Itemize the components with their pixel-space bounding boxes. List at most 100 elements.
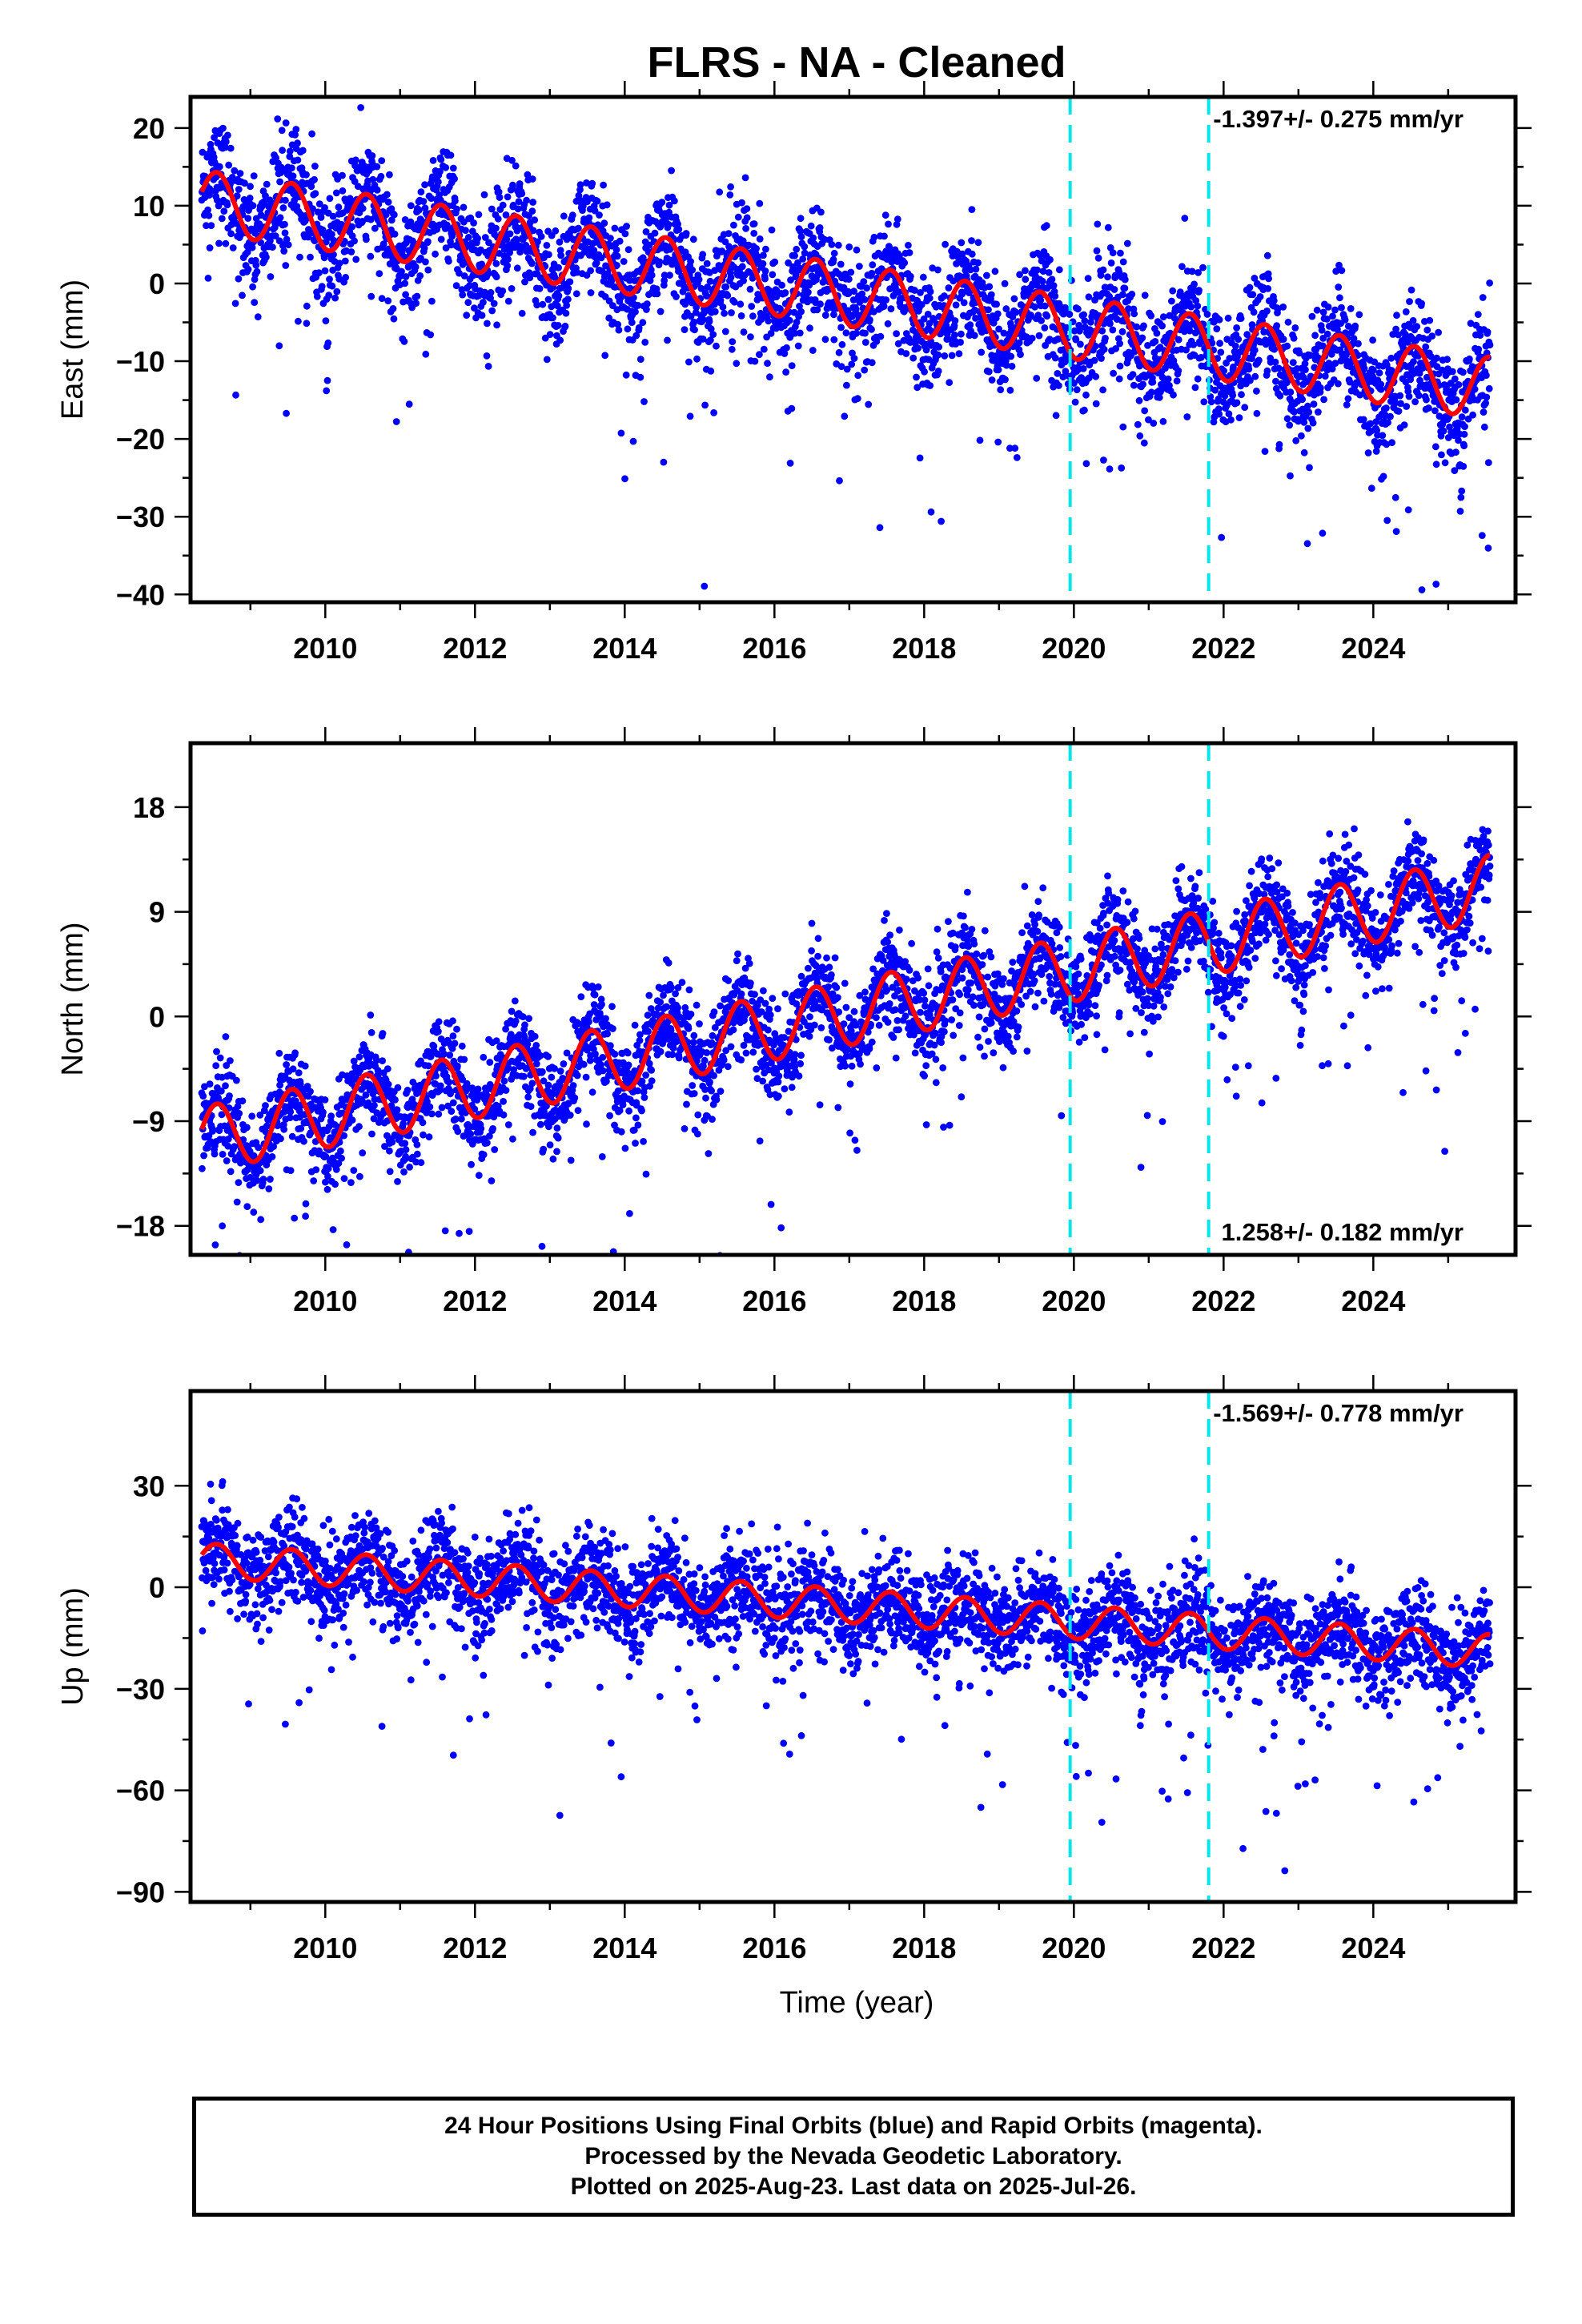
data-point <box>302 1200 310 1208</box>
data-point <box>215 163 223 171</box>
data-point <box>518 190 526 198</box>
data-point <box>927 508 935 516</box>
data-point <box>1418 300 1425 308</box>
data-point <box>225 161 233 169</box>
data-point <box>412 300 420 307</box>
data-point <box>486 1059 494 1066</box>
data-point <box>1080 311 1087 319</box>
data-point <box>322 1152 330 1160</box>
data-point <box>1162 364 1169 372</box>
y-tick-label: −30 <box>116 501 165 533</box>
data-point <box>484 1139 491 1147</box>
data-point <box>524 171 532 179</box>
data-point <box>1370 366 1377 374</box>
data-point <box>485 239 492 247</box>
data-point <box>1384 419 1391 426</box>
data-point <box>369 175 377 183</box>
data-point <box>219 1222 227 1230</box>
data-point <box>424 238 432 246</box>
data-point <box>895 288 902 296</box>
data-point <box>348 223 356 231</box>
data-point <box>1215 410 1223 418</box>
data-point <box>1304 402 1311 410</box>
data-point <box>531 216 539 224</box>
data-point <box>379 1030 387 1037</box>
data-point <box>1182 346 1190 354</box>
data-point <box>764 360 771 368</box>
data-point <box>1174 367 1182 375</box>
data-point <box>262 1102 269 1109</box>
data-point <box>1402 308 1410 316</box>
data-point <box>834 241 842 249</box>
data-point <box>817 300 824 308</box>
data-point <box>1356 391 1363 399</box>
data-point <box>265 1185 273 1192</box>
data-point <box>1415 369 1423 377</box>
data-point <box>587 267 594 275</box>
data-point <box>647 266 655 274</box>
data-point <box>253 1176 261 1184</box>
data-point <box>995 325 1002 333</box>
data-point <box>1287 472 1294 480</box>
data-point <box>1264 285 1272 292</box>
data-point <box>387 216 396 224</box>
data-point <box>1168 297 1175 305</box>
data-point <box>701 582 709 590</box>
data-point <box>750 220 758 227</box>
data-point <box>1323 330 1331 338</box>
data-point <box>280 247 288 255</box>
data-point <box>690 318 698 326</box>
data-point <box>370 1115 378 1123</box>
data-point <box>1255 356 1263 364</box>
data-point <box>256 1167 264 1175</box>
data-point <box>404 263 412 271</box>
data-point <box>556 247 564 254</box>
data-point <box>600 219 608 227</box>
data-point <box>564 296 572 304</box>
data-point <box>1482 400 1489 407</box>
data-point <box>288 1132 296 1140</box>
data-point <box>966 266 974 274</box>
data-point <box>235 186 243 193</box>
data-point <box>1426 316 1434 324</box>
data-point <box>1006 444 1014 452</box>
data-point <box>203 222 210 230</box>
data-point <box>402 1146 410 1153</box>
data-point <box>768 226 776 234</box>
data-point <box>1369 336 1376 344</box>
data-point <box>829 255 837 263</box>
data-point <box>1074 305 1082 313</box>
data-point <box>1415 392 1423 400</box>
data-point <box>1233 324 1240 332</box>
data-point <box>1231 342 1239 350</box>
data-point <box>1055 266 1063 274</box>
data-point <box>416 272 424 279</box>
data-point <box>926 294 934 302</box>
data-point <box>218 1088 225 1095</box>
data-point <box>626 276 633 284</box>
data-point <box>806 324 813 332</box>
data-point <box>1355 340 1362 348</box>
data-point <box>1377 385 1385 393</box>
data-point <box>566 278 574 286</box>
data-point <box>1211 386 1219 394</box>
data-point <box>756 199 764 207</box>
data-point <box>1109 326 1117 334</box>
data-point <box>413 292 421 300</box>
data-point <box>303 1083 311 1090</box>
data-point <box>214 196 221 204</box>
data-point <box>546 331 554 339</box>
data-point <box>854 372 862 380</box>
data-point <box>1081 317 1089 324</box>
data-point <box>1006 386 1014 394</box>
data-point <box>546 1141 554 1149</box>
data-point <box>941 352 949 360</box>
data-point <box>384 198 392 206</box>
data-point <box>199 1092 207 1100</box>
data-point <box>329 212 337 220</box>
data-point <box>394 1178 401 1185</box>
data-point <box>675 226 683 233</box>
data-point <box>246 195 254 202</box>
data-point <box>268 1153 276 1160</box>
